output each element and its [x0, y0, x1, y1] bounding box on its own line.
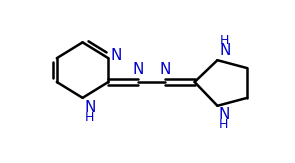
Text: N: N — [132, 62, 144, 77]
Text: H: H — [85, 111, 94, 124]
Text: N: N — [218, 107, 230, 122]
Text: N: N — [85, 100, 96, 115]
Text: N: N — [159, 62, 171, 77]
Text: N: N — [110, 48, 122, 63]
Text: H: H — [218, 118, 228, 131]
Text: N: N — [219, 43, 231, 58]
Text: H: H — [219, 34, 229, 47]
